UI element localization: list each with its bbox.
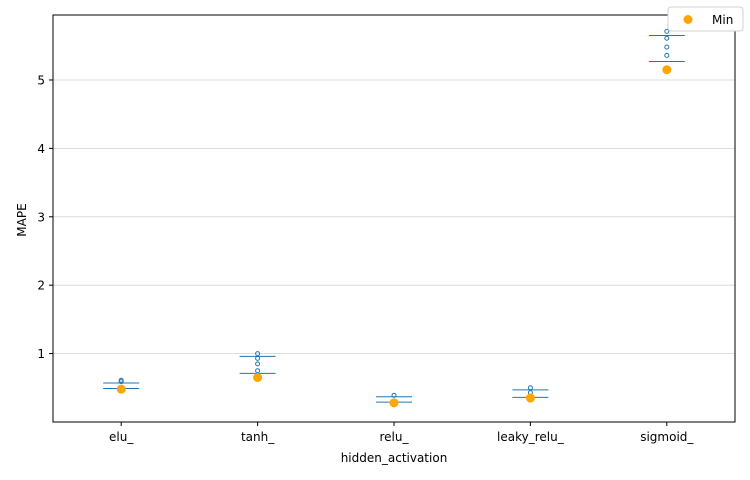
y-tick-label: 3 — [37, 210, 45, 224]
outlier-point — [527, 385, 533, 391]
outlier-point — [664, 44, 670, 50]
y-axis-label: MAPE — [15, 203, 29, 236]
min-point — [525, 393, 535, 403]
outlier-point — [118, 377, 124, 383]
x-axis-label: hidden_activation — [341, 451, 448, 465]
outlier-point — [255, 361, 261, 367]
legend: Min — [667, 6, 744, 32]
box-group-elu — [103, 377, 140, 394]
legend-min-label: Min — [712, 13, 733, 27]
min-point — [253, 373, 263, 383]
outlier-point — [664, 35, 670, 41]
y-tick-label: 4 — [37, 142, 45, 156]
x-tick-label: tanh_ — [241, 430, 275, 444]
box-group-leaky-relu — [512, 385, 549, 403]
y-tick-label: 1 — [37, 347, 45, 361]
box-group-relu — [376, 392, 412, 408]
outlier-point — [255, 368, 261, 374]
outlier-point — [391, 392, 397, 398]
min-point — [116, 384, 126, 394]
x-tick-label: elu_ — [109, 430, 134, 444]
box-marks — [103, 28, 685, 408]
x-tick-label: sigmoid_ — [640, 430, 694, 444]
legend-box — [667, 6, 744, 32]
y-tick-label: 2 — [37, 279, 45, 293]
outlier-point — [255, 351, 261, 357]
min-point — [389, 398, 399, 408]
grid-lines — [53, 79, 735, 354]
plot-frame — [52, 14, 736, 423]
box-group-sigmoid — [648, 28, 685, 75]
y-axis: 1 2 3 4 5 — [37, 73, 53, 361]
x-tick-label: leaky_relu_ — [497, 430, 565, 444]
outlier-point — [255, 355, 261, 361]
x-axis: elu_ tanh_ relu_ leaky_relu_ sigmoid_ — [109, 422, 694, 444]
outlier-point — [664, 28, 670, 34]
min-point — [662, 65, 672, 75]
x-tick-label: relu_ — [380, 430, 410, 444]
y-tick-label: 5 — [37, 73, 45, 87]
legend-min-marker — [683, 15, 693, 24]
outlier-point — [664, 52, 670, 58]
box-group-tanh — [239, 351, 276, 383]
